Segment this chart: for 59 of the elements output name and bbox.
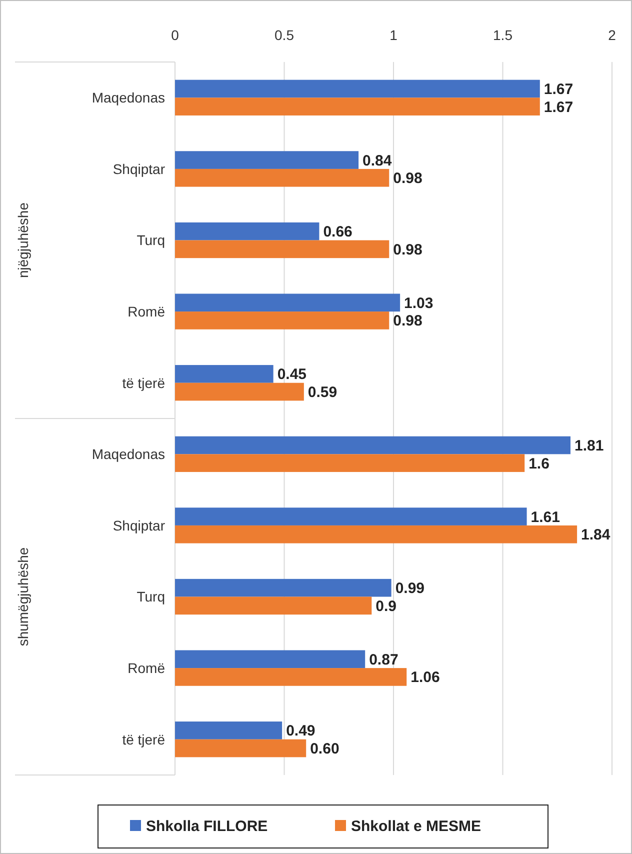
bar [175, 80, 540, 98]
data-label: 0.9 [376, 598, 397, 615]
data-label: 0.98 [393, 170, 422, 188]
x-tick-label: 1 [390, 27, 398, 43]
bar [175, 382, 304, 401]
bar [175, 312, 390, 330]
bar [175, 168, 390, 187]
bar [175, 240, 390, 258]
bar [175, 436, 570, 454]
bar [175, 668, 407, 686]
data-label: 1.84 [581, 526, 611, 544]
bar [175, 650, 366, 668]
data-label: 1.61 [530, 508, 560, 526]
data-label: 0.98 [393, 241, 422, 258]
y-tick-label: Romë [128, 303, 166, 320]
legend-label: Shkollat e MESME [351, 818, 482, 835]
bar [175, 508, 527, 526]
data-label: 0.84 [362, 152, 392, 170]
bar [175, 722, 282, 740]
data-label: 1.67 [544, 98, 574, 116]
data-label: 1.81 [574, 437, 604, 454]
data-label: 0.60 [310, 740, 340, 758]
y-tick-label: Maqedonas [92, 446, 165, 462]
data-label: 0.49 [286, 722, 316, 740]
data-label: 0.66 [323, 224, 352, 241]
x-tick-label: 2 [608, 27, 616, 43]
data-label: 0.45 [277, 366, 307, 384]
bar [175, 365, 274, 383]
data-label: 0.59 [308, 384, 338, 402]
text: njëgjuhëshe [15, 202, 31, 278]
y-tick-label: Romë [128, 660, 166, 676]
x-tick-label: 0 [171, 27, 180, 43]
data-label: 0.99 [395, 580, 425, 598]
data-label: 1.6 [528, 455, 550, 472]
bar [175, 525, 578, 544]
y-tick-label: Maqedonas [92, 90, 165, 106]
x-tick-label: 1.5 [493, 27, 513, 43]
bar [175, 454, 525, 472]
y-tick-label: Shqiptar [112, 517, 166, 534]
bar [175, 294, 400, 312]
data-label: 1.67 [544, 80, 574, 98]
legend-label: Shkolla FILLORE [146, 818, 268, 835]
y-tick-label: të tjerë [122, 374, 166, 391]
y-tick-label: Turq [136, 588, 165, 605]
data-label: 1.03 [404, 294, 434, 312]
bar [175, 739, 306, 758]
bar [175, 596, 372, 615]
bar [175, 98, 540, 116]
y-tick-label: Turq [136, 232, 165, 248]
data-label: 1.06 [410, 669, 440, 686]
text: shumëgjuhëshe [15, 547, 31, 646]
y-tick-label: të tjerë [122, 731, 166, 748]
y-tick-label: Shqiptar [112, 160, 166, 177]
bar [175, 578, 392, 597]
data-label: 0.98 [393, 312, 422, 330]
x-tick-label: 0.5 [274, 27, 294, 43]
bar [175, 222, 320, 240]
data-label: 0.87 [369, 651, 398, 668]
bar [175, 151, 359, 169]
